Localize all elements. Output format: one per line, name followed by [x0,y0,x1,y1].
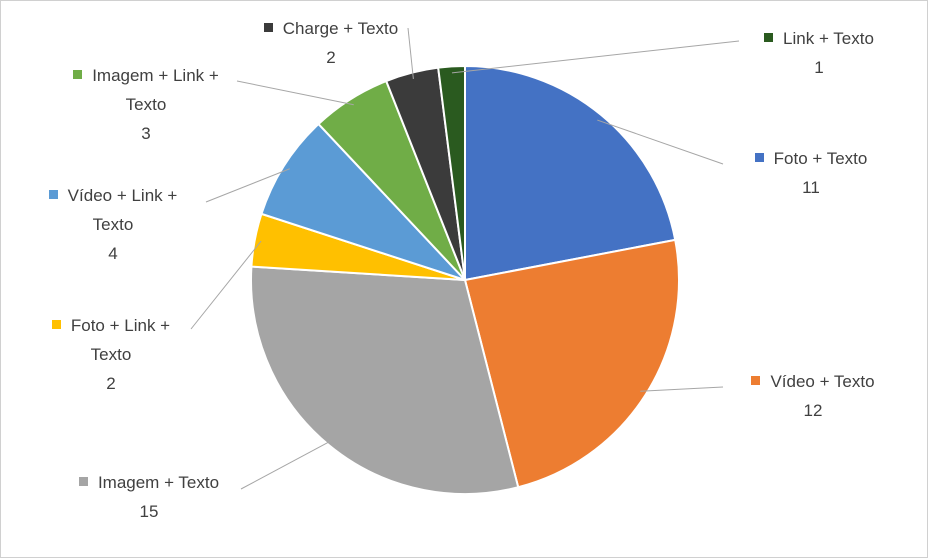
category-label: Vídeo + Link + Texto [67,186,178,234]
value-label: 2 [326,48,336,67]
value-label: 11 [802,178,820,197]
legend-marker [73,70,83,80]
legend-marker [754,153,764,163]
data-label: Foto + Texto 11 [701,144,921,202]
leader-line [190,240,262,330]
pie-slice [464,64,677,282]
label-name: Imagem + Texto [39,468,259,497]
pie-slice [463,238,680,489]
label-name: Vídeo + Link + Texto [28,181,198,239]
label-name: Vídeo + Texto [703,367,923,396]
value-label: 1 [814,58,824,77]
legend-marker [263,23,273,33]
value-label: 12 [803,401,823,420]
category-label: Vídeo + Texto [770,372,875,391]
data-label: Vídeo + Link + Texto 4 [28,181,198,268]
category-label: Imagem + Texto [97,473,220,492]
leader-line [597,119,724,165]
leader-line [205,168,290,203]
data-label: Link + Texto 1 [729,24,909,82]
legend-marker [48,190,58,200]
label-name: Charge + Texto [221,14,441,43]
legend-marker [51,320,61,330]
value-label: 15 [139,502,159,521]
legend-marker [78,477,88,487]
legend-marker [751,376,761,386]
pie-slice [260,122,466,281]
data-label: Foto + Link + Texto 2 [31,311,191,398]
label-name: Foto + Texto [701,144,921,173]
data-label: Charge + Texto 2 [221,14,441,72]
leader-line [640,386,724,392]
category-label: Link + Texto [783,29,874,48]
category-label: Imagem + Link + Texto [92,66,219,114]
value-label: 4 [108,244,118,263]
legend-marker [764,33,774,43]
data-label: Vídeo + Texto 12 [703,367,923,425]
data-label: Imagem + Texto 15 [39,468,259,526]
leader-line [407,27,414,79]
value-label: 2 [106,374,116,393]
category-label: Foto + Link + Texto [70,316,171,364]
label-name: Foto + Link + Texto [31,311,191,369]
leader-line [236,80,354,106]
category-label: Charge + Texto [282,19,399,38]
pie-slice [250,265,520,495]
leader-line [240,439,333,490]
pie-slice [437,64,466,281]
label-name: Link + Texto [729,24,909,53]
category-label: Foto + Texto [773,149,868,168]
label-name: Imagem + Link + Texto [51,61,241,119]
value-label: 3 [141,124,151,143]
leader-line [451,40,740,74]
data-label: Imagem + Link + Texto 3 [51,61,241,148]
